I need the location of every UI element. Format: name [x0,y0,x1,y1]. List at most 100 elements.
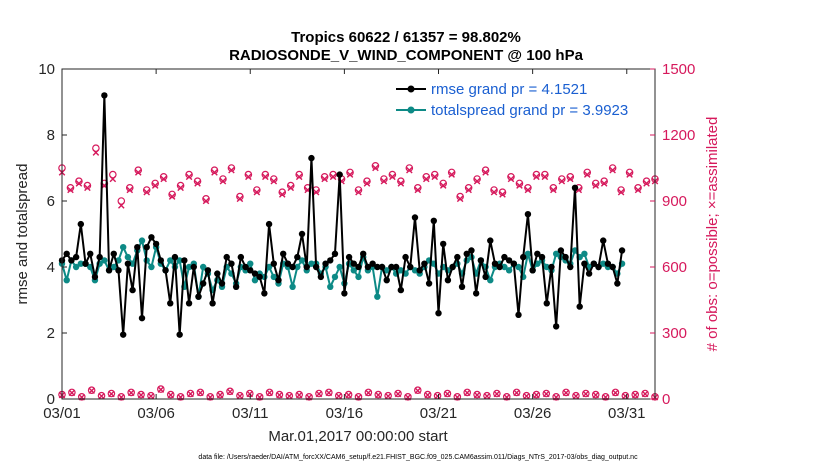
totalspread-series-point [298,257,306,264]
rmse-series-point [289,263,296,271]
obs-upper-possible-point [320,173,329,181]
rmse-series-point [134,244,141,251]
totalspread-series-point [110,263,117,271]
rmse-series-point [585,270,593,277]
obs-lower-assimilated-point [286,392,293,400]
rmse-series-point [581,260,588,267]
rmse-series-point [143,244,150,251]
obs-lower-possible-point [374,390,383,399]
rmse-series-point [458,283,466,290]
rmse-series-point [129,286,136,294]
obs-upper-possible-point [159,173,168,181]
rmse-series-point [552,323,560,330]
chart-title-line2: RADIOSONDE_V_WIND_COMPONENT @ 100 hPa [229,47,584,64]
obs-lower-assimilated-point [68,389,76,397]
obs-lower-possible-point [206,392,215,401]
obs-upper-possible-point [168,190,176,199]
rmse-series-point [312,263,320,271]
totalspread-series-point [327,283,334,290]
rmse-series-point [501,253,508,261]
legend-label-rmse: rmse grand pr = 4.1521 [431,81,587,98]
obs-lower-possible-point [305,392,313,401]
obs-lower-assimilated-point [187,390,194,398]
obs-lower-possible-point [601,392,610,401]
rmse-series-point [360,250,367,257]
obs-upper-assimilated-point [84,184,91,192]
obs-lower-assimilated-point [493,390,501,398]
y-axis-label: rmse and totalspread [14,164,31,305]
obs-lower-possible-point [325,388,333,397]
obs-upper-assimilated-point [482,169,489,176]
obs-lower-possible-point [127,388,135,397]
obs-upper-possible-point [380,175,388,183]
obs-lower-possible-point [107,389,116,398]
obs-lower-possible-point [502,392,511,401]
totalspread-series-point [247,260,254,267]
obs-upper-assimilated-point [550,186,557,194]
rmse-series-point [440,240,447,248]
rmse-series-point [369,260,376,267]
rmse-series-point [449,263,456,271]
rmse-series-point [430,217,438,224]
obs-upper-assimilated-point [126,186,134,194]
rmse-series-point [482,273,489,281]
obs-upper-assimilated-point [448,171,455,178]
rmse-series-point [416,267,423,274]
rmse-series-point [209,300,216,307]
obs-upper-assimilated-point [75,180,83,187]
rmse-series-point [228,260,235,267]
obs-upper-possible-point [498,188,507,197]
totalspread-series-point [176,257,183,264]
obs-lower-possible-point [87,386,96,395]
rmse-series-point [87,250,94,257]
obs-upper-assimilated-point [566,175,574,183]
rmse-series-point [435,310,442,317]
obs-lower-assimilated-point [533,391,540,399]
obs-upper-possible-point [464,184,473,192]
obs-upper-possible-point [397,177,405,186]
totalspread-series-point [124,253,132,261]
obs-upper-assimilated-point [507,175,515,183]
obs-lower-possible-point [137,390,145,399]
obs-lower-possible-point [354,392,363,401]
legend: rmse grand pr = 4.1521 totalspread grand… [390,76,652,122]
obs-lower-assimilated-point [562,389,570,397]
rmse-series-point [604,260,612,267]
obs-upper-assimilated-point [236,195,244,203]
obs-upper-assimilated-point [499,191,506,198]
obs-lower-assimilated-point [513,389,520,397]
totalspread-series-point [355,273,362,281]
obs-lower-assimilated-point [473,391,481,399]
rmse-series-point [491,260,499,267]
obs-upper-assimilated-point [211,169,218,176]
rmse-series-point [270,260,277,267]
obs-upper-assimilated-point [617,188,625,196]
obs-lower-assimilated-point [157,386,165,393]
obs-lower-possible-point [631,390,640,399]
obs-upper-assimilated-point [287,184,295,192]
rmse-series-point [463,250,470,257]
x-tick-label: 03/16 [326,405,364,422]
rmse-series-point [388,263,395,271]
rmse-series-point [223,253,230,261]
obs-lower-assimilated-point [88,387,95,394]
obs-upper-assimilated-point [609,166,616,174]
totalspread-series-point [148,263,155,271]
rmse-series-point [331,250,339,257]
obs-lower-possible-point [512,388,521,397]
rmse-series-point [538,253,546,261]
obs-upper-assimilated-point [465,186,472,194]
obs-lower-assimilated-point [365,389,372,397]
rmse-series-point [195,293,202,300]
obs-lower-assimilated-point [266,389,273,397]
rmse-series-point [543,300,550,307]
obs-lower-possible-point [176,392,185,401]
obs-upper-assimilated-point [541,173,549,181]
obs-lower-assimilated-point [216,391,224,399]
rmse-series-point [609,263,616,271]
rmse-series-point [571,184,579,191]
obs-upper-assimilated-point [473,177,481,185]
obs-upper-assimilated-point [177,184,184,192]
obs-upper-possible-point [456,192,464,201]
obs-lower-assimilated-point [424,391,431,399]
